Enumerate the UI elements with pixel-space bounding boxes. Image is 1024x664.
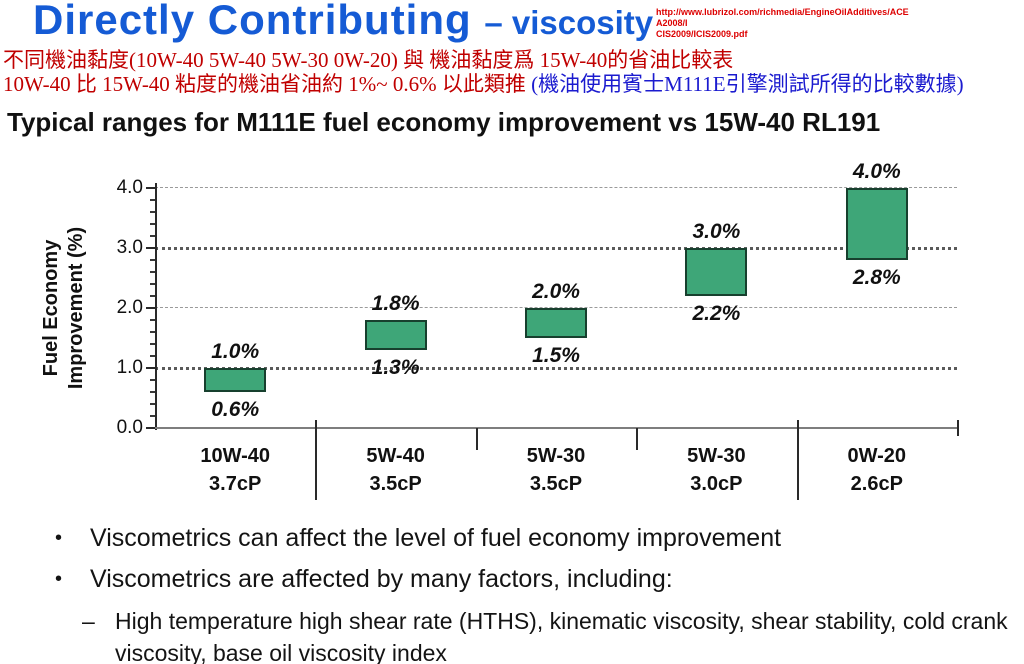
gridline [155,247,957,250]
x-axis-line [155,427,959,429]
y-minor-tick [150,235,155,237]
bar-high-label: 1.8% [371,292,420,315]
y-tick-label: 1.0 [116,357,143,378]
page-title: Directly Contributing – viscosity [33,0,653,44]
y-minor-tick [150,331,155,333]
x-tick-grade: 10W-40 [200,445,270,467]
cjk-subtitle-line2-red: 10W-40 比 15W-40 粘度的機油省油約 1%~ 0.6% 以此類推 [3,72,532,96]
y-tick-label: 0.0 [116,417,143,438]
x-tick-viscosity: 3.5cP [529,473,583,495]
bar-high-label: 1.0% [211,340,260,363]
x-tick-viscosity: 3.7cP [209,473,262,495]
y-minor-tick [150,271,155,273]
x-tick-viscosity: 3.0cP [690,473,743,495]
gridline [155,307,957,308]
bullet-item-1: • Viscometrics can affect the level of fu… [0,523,1024,553]
y-minor-tick [150,211,155,213]
bullet-item-2: • Viscometrics are affected by many facto… [0,564,1024,594]
y-minor-tick [150,403,155,405]
range-bar [364,320,427,350]
x-tick-viscosity: 3.5cP [369,473,422,495]
x-group-separator-end [957,420,959,436]
sub-bullet-dash-glyph: – [82,608,95,634]
cjk-subtitle-line2-blue: (機油使用賓士M111E引擎測試所得的比較數據) [531,72,964,96]
source-url-line1: http://www.lubrizol.com/richmedia/Engine… [656,7,909,28]
x-group-separator-long [796,420,799,500]
bullet-glyph: • [55,568,63,590]
x-group-separator-long [315,420,318,500]
bar-low-label: 2.8% [852,266,901,289]
bar-low-label: 1.5% [532,344,580,367]
chart-title: Typical ranges for M111E fuel economy im… [7,107,881,137]
gridline [155,367,957,370]
y-tick-label: 4.0 [116,177,143,198]
bar-low-label: 2.2% [692,302,741,325]
bar-high-label: 4.0% [852,160,901,183]
y-minor-tick [150,319,155,321]
x-group-separator-short [636,428,639,450]
range-bar [204,368,267,392]
y-major-tick [146,247,155,249]
cjk-subtitle-line2: 10W-40 比 15W-40 粘度的機油省油約 1%~ 0.6% 以此類推 (… [3,72,1023,96]
x-group-separator-short [475,428,478,450]
x-tick-grade: 5W-40 [366,445,425,467]
y-minor-tick [150,391,155,393]
y-tick-label: 2.0 [116,297,143,318]
bullet-item-1-text: Viscometrics can affect the level of fue… [90,524,782,552]
sub-bullet-item-1: – High temperature high shear rate (HTHS)… [0,605,1024,664]
range-bar [685,248,748,296]
bullet-list: • Viscometrics can affect the level of fu… [0,512,1024,664]
y-axis-title-line1: Fuel Economy [40,239,62,377]
chart-region: Fuel Economy Improvement (%) 0.0 1.0 2.0 3.… [0,145,1024,511]
y-major-tick [146,307,155,309]
range-bar [845,188,908,260]
bar-low-label: 1.3% [371,356,420,379]
y-major-tick [146,367,155,369]
y-minor-tick [150,343,155,345]
source-url-link[interactable]: http://www.lubrizol.com/richmedia/Engine… [656,7,914,40]
bullet-glyph: • [55,527,63,549]
y-major-tick [146,187,155,189]
y-minor-tick [150,295,155,297]
y-minor-tick [150,199,155,201]
bar-high-label: 2.0% [532,280,580,303]
y-minor-tick [150,415,155,417]
page-title-sub: – viscosity [484,4,654,41]
range-bar [525,308,587,338]
x-tick-viscosity: 2.6cP [850,473,903,495]
bar-high-label: 3.0% [692,220,741,243]
bar-low-label: 0.6% [211,398,260,421]
bullet-item-2-text: Viscometrics are affected by many factor… [90,565,673,593]
y-minor-tick [150,259,155,261]
cjk-subtitle: 不同機油黏度(10W-40 5W-40 5W-30 0W-20) 與 機油黏度爲… [3,48,1023,96]
source-url-line2: CIS2009/ICIS2009.pdf [656,29,748,39]
y-minor-tick [150,355,155,357]
cjk-subtitle-line1: 不同機油黏度(10W-40 5W-40 5W-30 0W-20) 與 機油黏度爲… [3,48,734,72]
gridline [155,187,957,188]
page-title-main: Directly Contributing [33,0,472,43]
y-minor-tick [150,379,155,381]
x-tick-grade: 5W-30 [526,445,586,467]
x-tick-grade: 0W-20 [847,445,907,467]
x-tick-grade: 5W-30 [687,445,746,467]
y-tick-label: 3.0 [116,237,143,258]
y-major-tick [146,427,155,429]
y-minor-tick [150,223,155,225]
sub-bullet-item-1-text: High temperature high shear rate (HTHS),… [115,608,1008,664]
y-axis-line [155,183,157,430]
y-minor-tick [150,283,155,285]
